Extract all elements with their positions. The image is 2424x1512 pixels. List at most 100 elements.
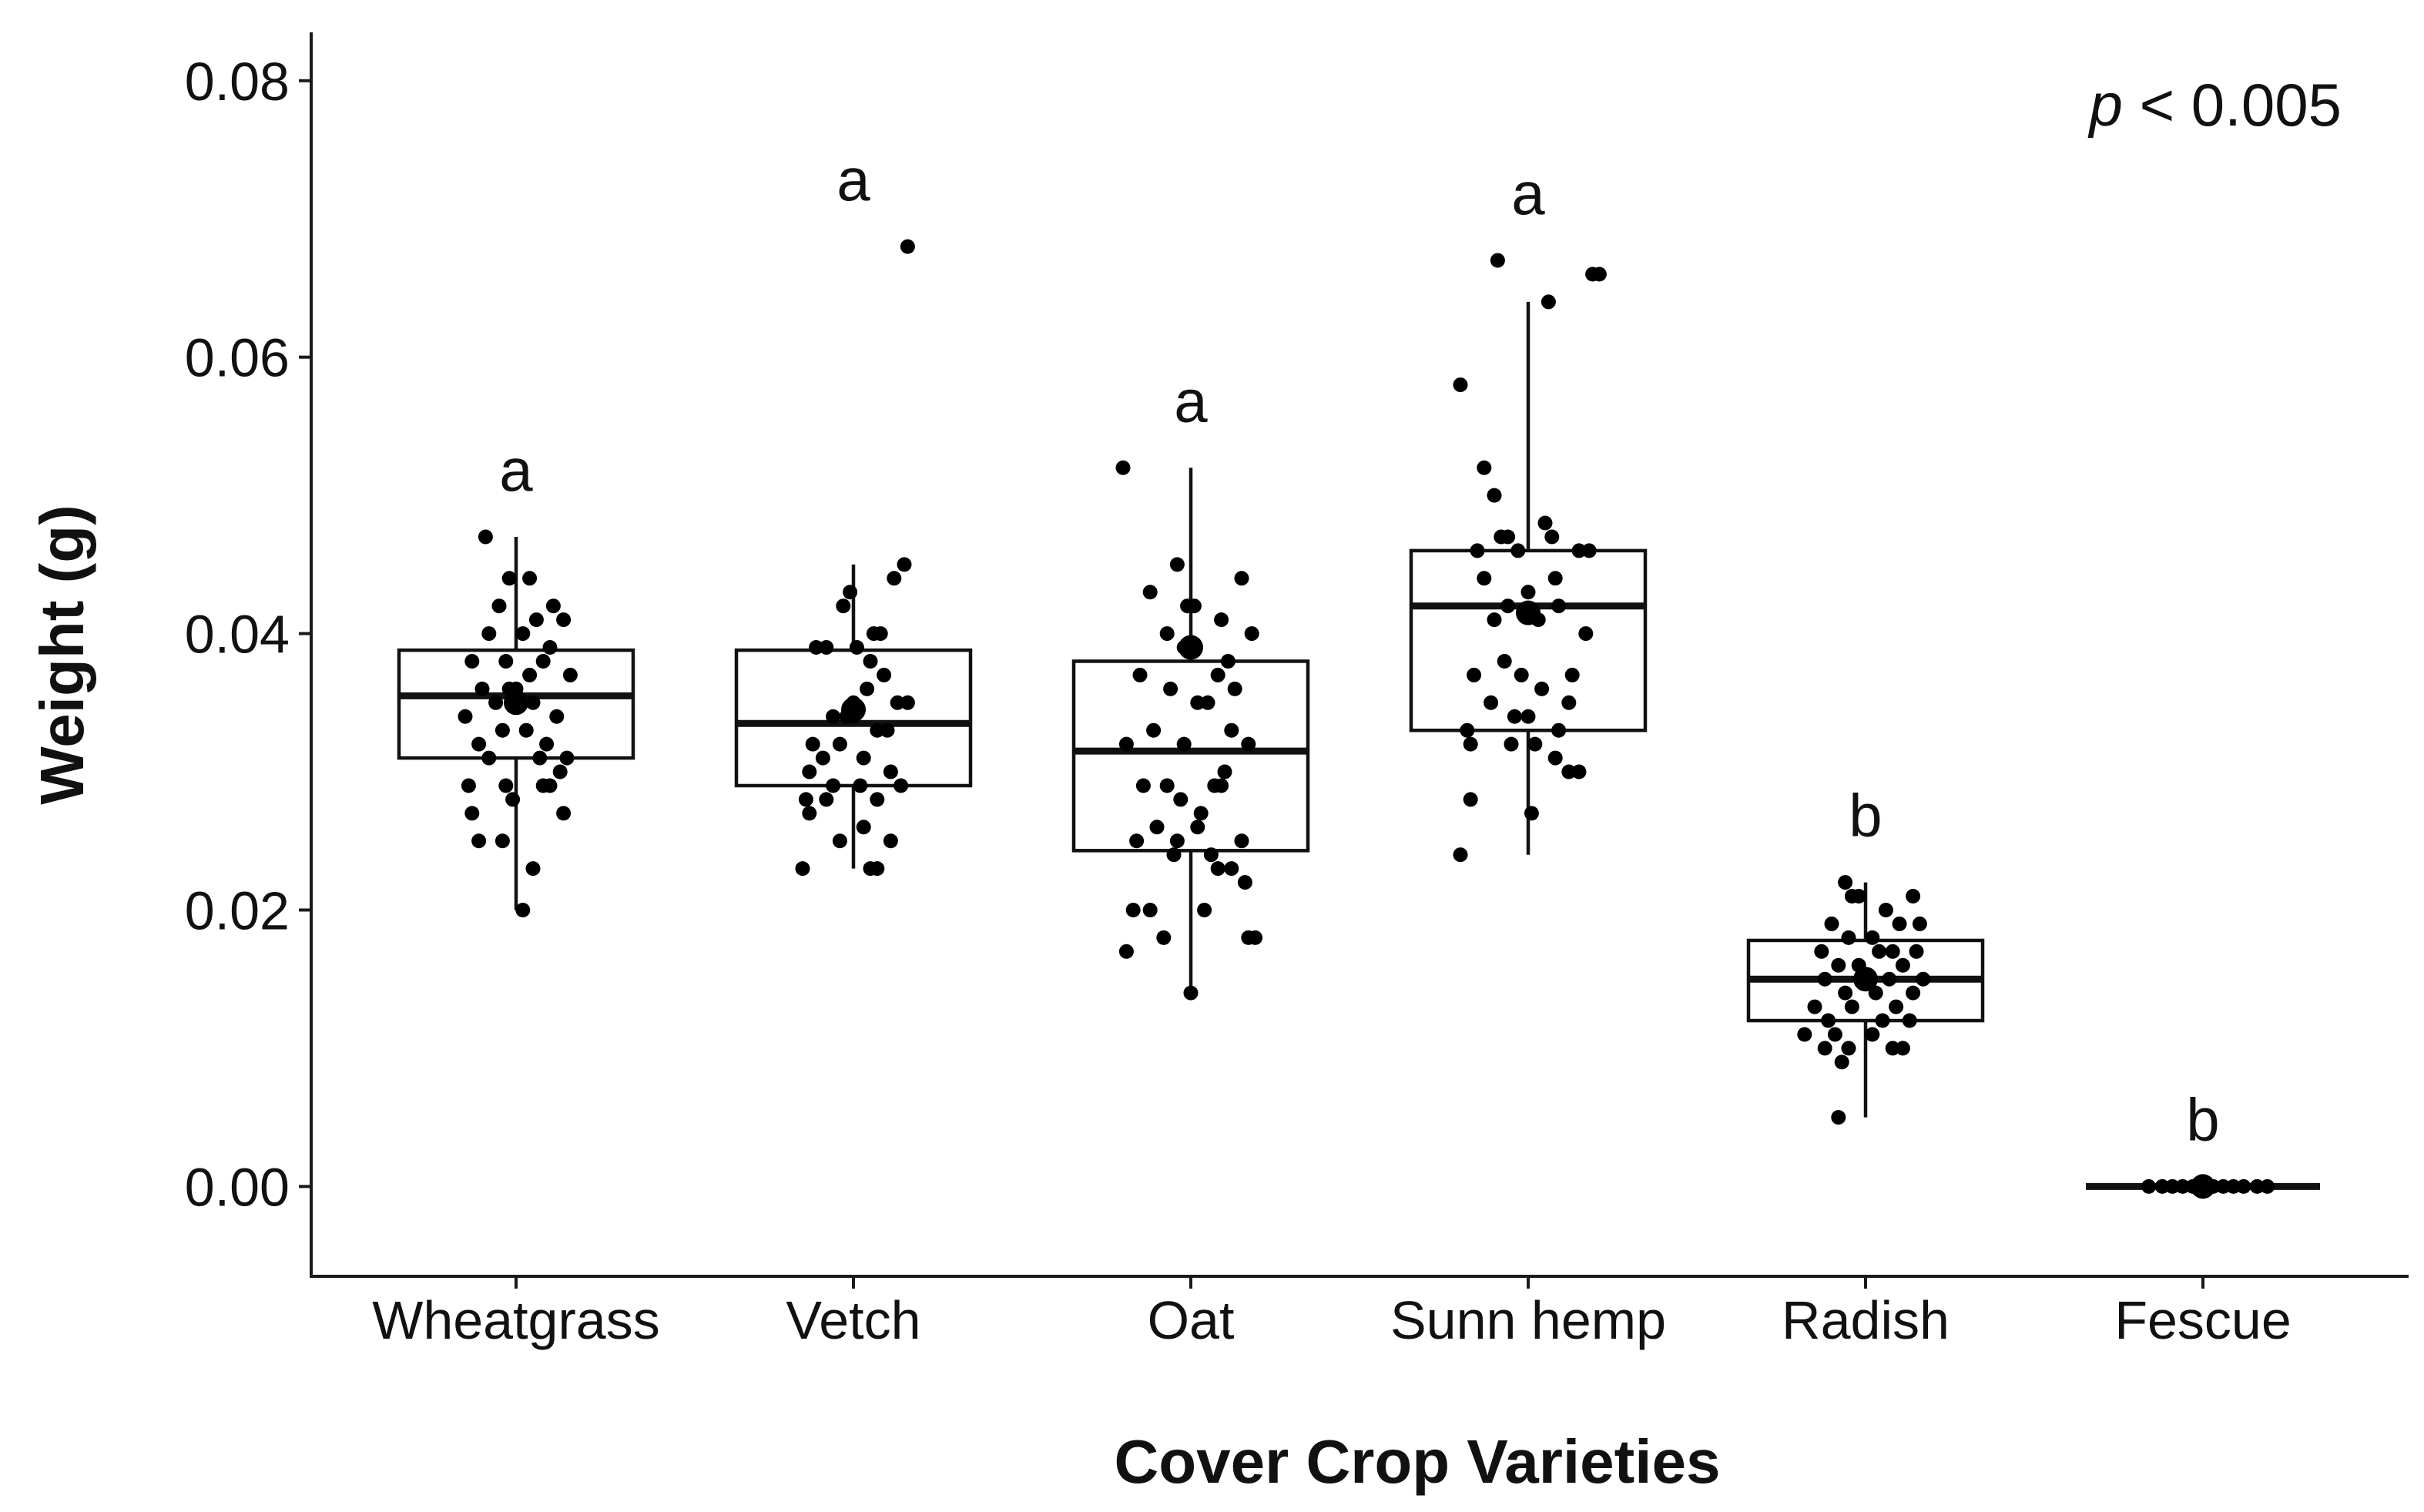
data-point xyxy=(1591,267,1607,282)
y-tick-label: 0.06 xyxy=(185,328,290,388)
data-point xyxy=(488,695,504,710)
p-value-symbol: p xyxy=(2088,71,2123,139)
data-point xyxy=(1190,695,1205,710)
data-point xyxy=(1132,667,1148,682)
data-point xyxy=(1129,833,1145,849)
data-point xyxy=(1234,571,1249,586)
data-point xyxy=(805,736,820,752)
data-point xyxy=(893,778,909,793)
data-point xyxy=(1135,778,1151,793)
data-point xyxy=(1500,598,1516,614)
data-point xyxy=(1176,736,1192,752)
data-point xyxy=(458,709,473,724)
data-point xyxy=(481,750,497,766)
data-point xyxy=(1241,736,1256,752)
data-point xyxy=(873,626,888,642)
data-point xyxy=(518,722,534,738)
data-point xyxy=(1520,585,1536,600)
significance-letter: a xyxy=(1511,159,1545,227)
data-point xyxy=(505,792,521,807)
data-point xyxy=(1156,930,1172,945)
data-point xyxy=(1906,985,1921,1001)
data-point xyxy=(1547,750,1563,766)
significance-letter: a xyxy=(836,146,870,213)
data-point xyxy=(1190,820,1205,835)
data-point xyxy=(880,722,895,738)
data-point xyxy=(1159,626,1175,642)
data-point xyxy=(1834,1054,1849,1070)
data-point xyxy=(1467,667,1482,682)
data-point xyxy=(1490,253,1505,268)
plot-area: a a a a b b xyxy=(397,146,2320,1199)
box-iqr xyxy=(1071,659,1310,853)
data-point xyxy=(1477,460,1492,475)
data-point xyxy=(471,833,487,849)
data-point xyxy=(849,640,864,655)
data-point xyxy=(1865,1027,1880,1042)
data-point xyxy=(1817,971,1832,987)
data-point xyxy=(2141,1178,2157,1194)
data-point xyxy=(1831,957,1846,973)
data-point xyxy=(1514,667,1529,682)
data-point xyxy=(1889,999,1904,1014)
data-point xyxy=(1186,598,1202,614)
y-tick-label: 0.08 xyxy=(185,52,290,112)
data-point xyxy=(877,667,892,682)
data-point xyxy=(1892,916,1907,931)
data-point xyxy=(802,806,817,821)
data-point xyxy=(461,778,476,793)
data-point xyxy=(542,640,558,655)
data-point xyxy=(525,861,541,877)
p-value-annotation: p < 0.005 xyxy=(2088,71,2342,139)
data-point xyxy=(826,778,841,793)
data-point xyxy=(1561,764,1577,779)
data-point xyxy=(1497,653,1512,669)
data-point xyxy=(1875,1013,1890,1028)
data-point xyxy=(843,585,858,600)
data-point xyxy=(802,764,817,779)
data-point xyxy=(1882,971,1897,987)
data-point xyxy=(1520,709,1536,724)
data-point xyxy=(1166,847,1182,863)
data-point xyxy=(1872,944,1887,959)
data-point xyxy=(1885,944,1900,959)
data-point xyxy=(1564,667,1580,682)
data-point xyxy=(1197,902,1212,917)
data-point xyxy=(501,571,517,586)
mean-point xyxy=(841,697,866,722)
data-point xyxy=(883,764,898,779)
data-point xyxy=(1453,847,1468,863)
data-point xyxy=(1906,889,1921,904)
data-point xyxy=(528,612,544,628)
data-point xyxy=(1544,529,1560,545)
data-point xyxy=(1173,792,1189,807)
data-point xyxy=(535,653,551,669)
p-value-text: < 0.005 xyxy=(2140,71,2342,139)
data-point xyxy=(1149,820,1165,835)
data-point xyxy=(498,653,514,669)
data-point xyxy=(1551,598,1567,614)
data-point xyxy=(1537,515,1553,531)
data-point xyxy=(491,598,507,614)
data-point xyxy=(1224,861,1239,877)
mean-point xyxy=(2191,1174,2215,1199)
data-point xyxy=(559,750,575,766)
data-point xyxy=(2215,1178,2231,1194)
y-tick-label: 0.00 xyxy=(185,1157,290,1217)
data-point xyxy=(495,833,510,849)
box-iqr xyxy=(1409,548,1648,733)
data-point xyxy=(1210,861,1225,877)
data-point xyxy=(549,709,565,724)
data-point xyxy=(1487,488,1502,503)
data-point xyxy=(1220,653,1235,669)
data-point xyxy=(1146,722,1162,738)
data-point xyxy=(1183,985,1199,1001)
data-point xyxy=(498,778,514,793)
data-point xyxy=(798,792,813,807)
data-point xyxy=(1547,571,1563,586)
data-point xyxy=(1237,875,1252,890)
data-point xyxy=(1865,930,1880,945)
data-point xyxy=(815,750,830,766)
significance-letter: a xyxy=(499,436,533,504)
